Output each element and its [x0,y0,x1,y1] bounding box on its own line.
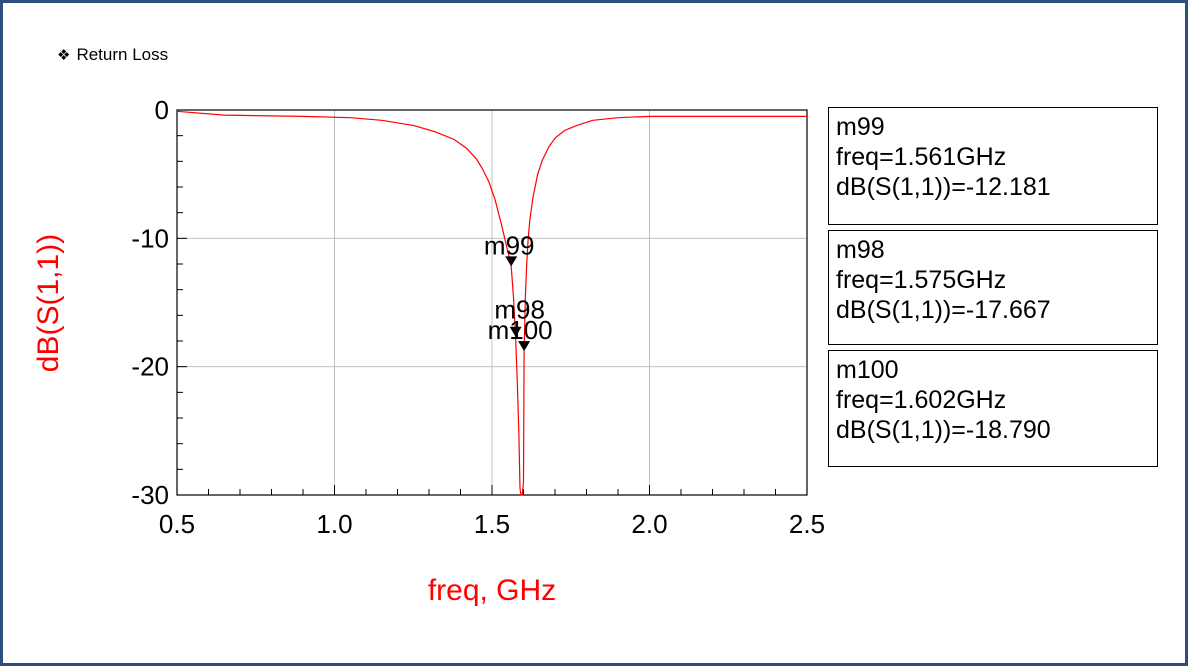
marker-db: dB(S(1,1))=-18.790 [836,416,1051,444]
marker-freq: freq=1.602GHz [836,386,1007,414]
marker-name: m100 [836,356,899,384]
marker-m100-triangle [518,341,531,352]
x-tick-label: 1.0 [316,509,352,539]
section-heading: ❖ Return Loss [57,45,168,65]
s11-trace [176,110,807,496]
marker-m99-triangle [505,256,518,267]
marker-m99-label: m99 [484,230,535,260]
marker-freq: freq=1.575GHz [836,266,1007,294]
y-axis-label: dB(S(1,1)) [32,234,65,372]
marker-m100-label: m100 [488,315,553,345]
diamond-bullet-icon: ❖ [57,46,71,64]
y-tick-label: -30 [131,480,169,510]
marker-db: dB(S(1,1))=-17.667 [836,296,1051,324]
marker-name: m98 [836,236,885,264]
x-tick-label: 0.5 [159,509,195,539]
y-tick-label: -20 [131,352,169,382]
tick-labels: 0.5 1.0 1.5 2.0 2.5 0 -10 -20 -30 [131,95,825,539]
marker-name: m99 [836,113,885,141]
y-tick-label: 0 [155,95,169,125]
x-tick-label: 2.0 [631,509,667,539]
marker-m98-triangle [509,326,522,337]
x-tick-label: 2.5 [789,509,825,539]
marker-readout-m99: m99 freq=1.561GHz dB(S(1,1))=-12.181 [828,107,1158,225]
marker-readout-m100: m100 freq=1.602GHz dB(S(1,1))=-18.790 [828,350,1158,467]
heading-title: Return Loss [76,45,169,64]
marker-db: dB(S(1,1))=-12.181 [836,173,1051,201]
y-tick-label: -10 [131,223,169,253]
marker-freq: freq=1.561GHz [836,143,1007,171]
marker-m98-label: m98 [494,295,545,325]
tick-marks [176,109,808,496]
x-tick-label: 1.5 [474,509,510,539]
x-axis-label: freq, GHz [428,574,556,607]
grid-layer [177,110,807,495]
marker-readout-m98: m98 freq=1.575GHz dB(S(1,1))=-17.667 [828,230,1158,345]
